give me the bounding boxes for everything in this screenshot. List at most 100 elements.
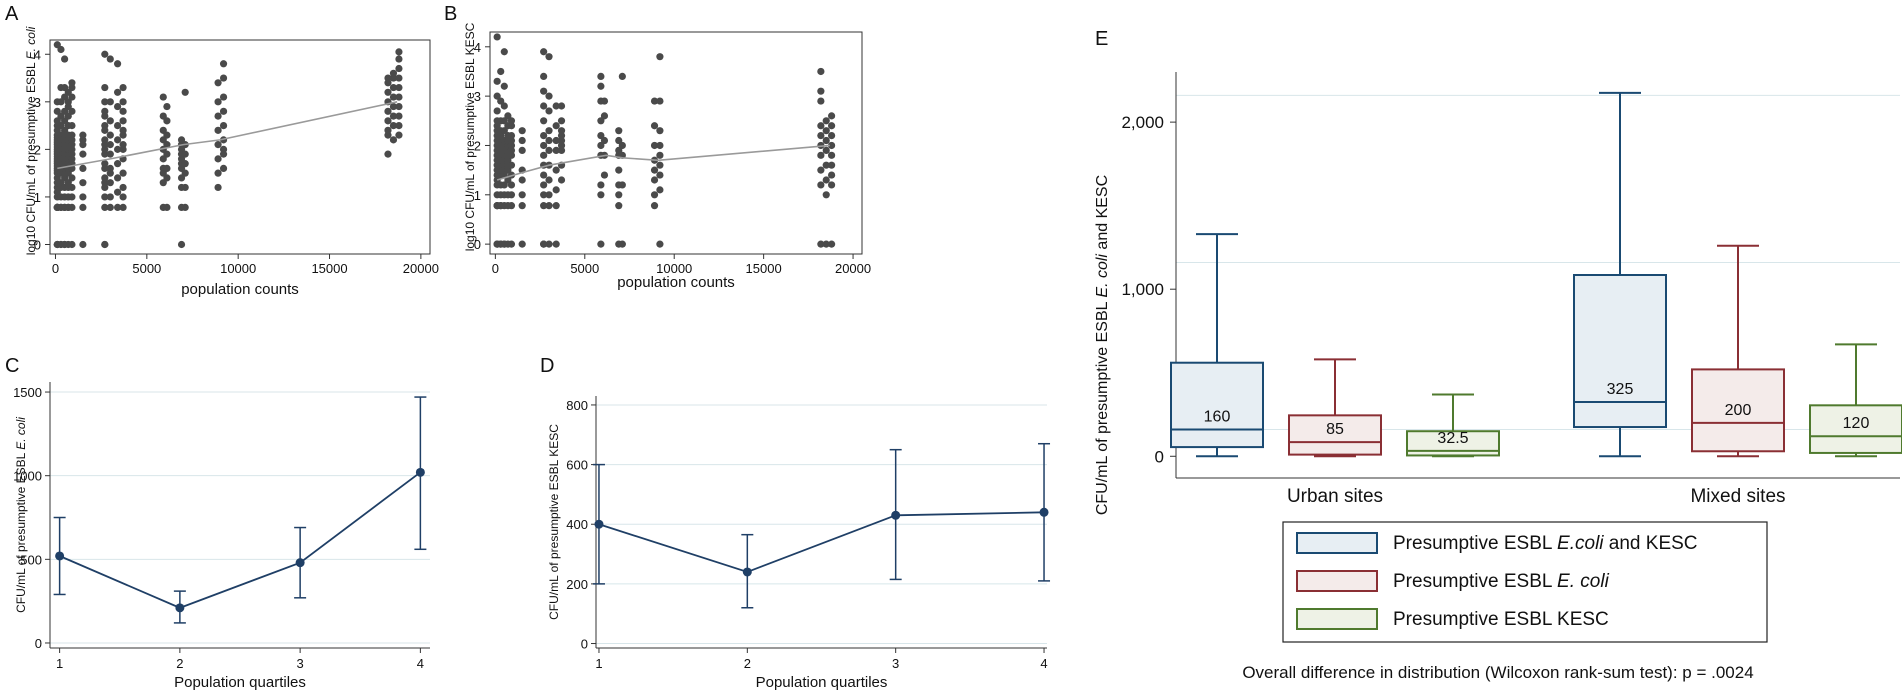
y-tick-label: 600 — [566, 458, 588, 473]
y-axis-label-italic: E. coli — [14, 417, 28, 450]
data-point — [507, 146, 516, 154]
data-point — [650, 191, 659, 199]
data-point — [219, 74, 228, 82]
data-point — [389, 112, 398, 120]
legend-entry-prefix: Presumptive ESBL KESC — [1393, 609, 1609, 630]
data-point — [552, 166, 560, 174]
data-point — [106, 150, 114, 158]
data-point — [656, 151, 664, 159]
data-point — [507, 141, 516, 150]
data-point — [557, 127, 566, 135]
data-point — [214, 141, 222, 149]
data-point — [507, 202, 516, 210]
plot-frame — [49, 39, 431, 255]
data-point — [389, 69, 398, 77]
y-axis-label: CFU/mL of presumptive ESBL E. coli — [14, 417, 28, 613]
data-point — [615, 202, 623, 210]
data-point — [163, 150, 171, 158]
x-tick-label: 15000 — [311, 261, 347, 276]
data-point — [507, 191, 516, 199]
data-point — [650, 202, 659, 210]
data-point — [384, 107, 392, 115]
box — [1288, 414, 1382, 456]
y-tick-label: 1 — [474, 188, 481, 203]
legend-entry: Presumptive ESBL E.coli and KESC — [1393, 533, 1698, 554]
data-point — [597, 82, 605, 90]
data-point — [395, 64, 403, 73]
data-point — [497, 132, 505, 140]
data-point — [507, 122, 516, 130]
data-point — [101, 136, 109, 144]
data-point — [504, 112, 512, 120]
data-point — [159, 93, 167, 101]
data-point — [106, 131, 114, 139]
data-point — [822, 240, 830, 248]
box — [1809, 404, 1902, 454]
data-point — [68, 193, 76, 201]
y-tick-label: 0 — [35, 636, 42, 651]
data-point — [822, 136, 830, 145]
data-point — [68, 174, 76, 182]
data-point — [827, 240, 836, 248]
data-point — [163, 102, 171, 111]
data-point — [219, 122, 228, 130]
y-tick-label: 2,000 — [1121, 113, 1164, 132]
data-point — [389, 136, 398, 144]
x-tick-label: 20000 — [835, 261, 871, 276]
data-point — [119, 117, 127, 125]
data-point — [545, 202, 553, 210]
x-tick-label: 0 — [52, 261, 59, 276]
data-point — [518, 240, 526, 248]
y-axis-label: CFU/mL of presumptive ESBL KESC — [547, 424, 561, 620]
y-axis-label: CFU/mL of presumptive ESBL E. coli and K… — [1094, 175, 1111, 515]
fit-line — [57, 101, 398, 170]
data-point — [817, 97, 825, 105]
data-point — [500, 181, 508, 189]
data-point — [79, 131, 87, 139]
data-point — [113, 88, 122, 96]
legend-entry: Presumptive ESBL KESC — [1393, 609, 1609, 630]
data-point — [493, 92, 501, 100]
data-point — [68, 183, 76, 192]
data-point — [540, 171, 548, 179]
x-axis-label: Population quartiles — [756, 674, 888, 691]
series-point — [175, 603, 185, 613]
data-point — [214, 155, 222, 163]
data-point — [504, 176, 512, 184]
data-point — [395, 55, 403, 63]
group-label: Urban sites — [1287, 486, 1383, 507]
data-point — [384, 117, 392, 125]
y-axis-label-prefix: log10 CFU/mL of presumptive ESBL KESC — [463, 22, 477, 251]
data-point — [615, 136, 623, 145]
data-point — [79, 203, 87, 211]
data-point — [597, 72, 605, 80]
panel-label-D: D — [540, 355, 554, 377]
data-point — [597, 181, 605, 189]
data-point — [540, 181, 548, 189]
data-point — [827, 112, 836, 120]
data-point — [817, 67, 825, 76]
y-axis-label-italic: E. coli — [1094, 254, 1111, 298]
data-point — [493, 77, 501, 85]
median-label: 325 — [1607, 381, 1634, 398]
data-point — [618, 141, 626, 150]
data-point — [113, 102, 122, 111]
median-label: 120 — [1843, 415, 1870, 432]
series-point — [891, 510, 901, 520]
data-point — [540, 117, 548, 125]
data-point — [181, 160, 189, 168]
data-point — [500, 117, 508, 125]
data-point — [493, 33, 501, 41]
data-point — [600, 171, 609, 179]
data-point — [119, 193, 127, 201]
data-point — [219, 93, 228, 101]
data-point — [518, 202, 526, 210]
data-point — [545, 136, 553, 145]
data-point — [518, 191, 526, 199]
data-point — [119, 126, 127, 134]
data-point — [600, 136, 609, 145]
data-point — [389, 102, 398, 111]
data-point — [557, 102, 566, 110]
y-tick-label: 200 — [566, 577, 588, 592]
data-point — [101, 174, 109, 182]
